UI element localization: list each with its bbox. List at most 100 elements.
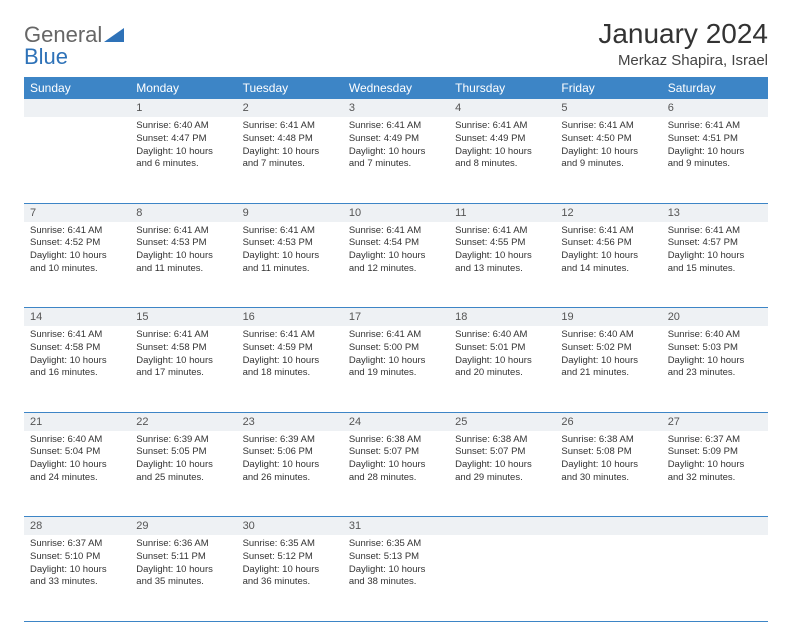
day-cell-body: Sunrise: 6:41 AMSunset: 4:56 PMDaylight:…: [555, 222, 661, 290]
day-cell-body: Sunrise: 6:41 AMSunset: 4:53 PMDaylight:…: [130, 222, 236, 290]
day-number: 18: [449, 308, 555, 327]
day-cell: Sunrise: 6:39 AMSunset: 5:05 PMDaylight:…: [130, 431, 236, 517]
day-number: 14: [24, 308, 130, 327]
day-header: Monday: [130, 77, 236, 99]
day-header: Tuesday: [237, 77, 343, 99]
day-number: 8: [130, 203, 236, 222]
day-cell: Sunrise: 6:38 AMSunset: 5:07 PMDaylight:…: [343, 431, 449, 517]
day-cell: Sunrise: 6:41 AMSunset: 4:50 PMDaylight:…: [555, 117, 661, 203]
day-number: [662, 517, 768, 536]
day-number: 7: [24, 203, 130, 222]
day-cell-body: Sunrise: 6:40 AMSunset: 5:02 PMDaylight:…: [555, 326, 661, 394]
day-number: 19: [555, 308, 661, 327]
calendar-table: Sunday Monday Tuesday Wednesday Thursday…: [24, 77, 768, 99]
day-number: [555, 517, 661, 536]
day-cell: Sunrise: 6:41 AMSunset: 4:48 PMDaylight:…: [237, 117, 343, 203]
day-cell: Sunrise: 6:41 AMSunset: 4:58 PMDaylight:…: [130, 326, 236, 412]
day-cell-body: Sunrise: 6:41 AMSunset: 4:58 PMDaylight:…: [24, 326, 130, 394]
header: General Blue January 2024 Merkaz Shapira…: [24, 18, 768, 69]
logo-word2: Blue: [24, 44, 68, 69]
week-row: Sunrise: 6:37 AMSunset: 5:10 PMDaylight:…: [24, 535, 768, 621]
day-cell-body: Sunrise: 6:41 AMSunset: 4:58 PMDaylight:…: [130, 326, 236, 394]
day-cell-body: Sunrise: 6:37 AMSunset: 5:10 PMDaylight:…: [24, 535, 130, 603]
day-number: 10: [343, 203, 449, 222]
day-cell-body: Sunrise: 6:40 AMSunset: 5:01 PMDaylight:…: [449, 326, 555, 394]
day-cell: Sunrise: 6:41 AMSunset: 4:56 PMDaylight:…: [555, 222, 661, 308]
day-number: 29: [130, 517, 236, 536]
day-cell: Sunrise: 6:41 AMSunset: 4:49 PMDaylight:…: [449, 117, 555, 203]
title-block: January 2024 Merkaz Shapira, Israel: [598, 18, 768, 69]
day-number: 3: [343, 99, 449, 117]
day-number: 24: [343, 412, 449, 431]
day-number: 30: [237, 517, 343, 536]
day-cell: Sunrise: 6:35 AMSunset: 5:13 PMDaylight:…: [343, 535, 449, 621]
day-cell-body: Sunrise: 6:41 AMSunset: 4:52 PMDaylight:…: [24, 222, 130, 290]
day-number: 2: [237, 99, 343, 117]
logo-shape: [104, 22, 124, 47]
day-cell: [662, 535, 768, 621]
day-cell: Sunrise: 6:41 AMSunset: 4:59 PMDaylight:…: [237, 326, 343, 412]
day-number: 4: [449, 99, 555, 117]
day-number: 21: [24, 412, 130, 431]
day-number: 22: [130, 412, 236, 431]
day-cell: Sunrise: 6:40 AMSunset: 4:47 PMDaylight:…: [130, 117, 236, 203]
day-cell: Sunrise: 6:41 AMSunset: 4:52 PMDaylight:…: [24, 222, 130, 308]
day-number: 23: [237, 412, 343, 431]
day-cell-body: Sunrise: 6:38 AMSunset: 5:07 PMDaylight:…: [449, 431, 555, 499]
day-number: 5: [555, 99, 661, 117]
day-number: 20: [662, 308, 768, 327]
day-number: 6: [662, 99, 768, 117]
daynum-row: 28293031: [24, 517, 768, 536]
day-header: Sunday: [24, 77, 130, 99]
day-cell-body: Sunrise: 6:41 AMSunset: 4:54 PMDaylight:…: [343, 222, 449, 290]
day-cell-body: Sunrise: 6:40 AMSunset: 5:03 PMDaylight:…: [662, 326, 768, 394]
location: Merkaz Shapira, Israel: [598, 52, 768, 69]
day-cell-body: Sunrise: 6:41 AMSunset: 4:51 PMDaylight:…: [662, 117, 768, 185]
day-cell: Sunrise: 6:41 AMSunset: 4:54 PMDaylight:…: [343, 222, 449, 308]
day-cell: Sunrise: 6:40 AMSunset: 5:04 PMDaylight:…: [24, 431, 130, 517]
day-cell: Sunrise: 6:40 AMSunset: 5:01 PMDaylight:…: [449, 326, 555, 412]
daynum-row: 123456: [24, 99, 768, 117]
day-cell-body: Sunrise: 6:41 AMSunset: 4:49 PMDaylight:…: [449, 117, 555, 185]
daynum-row: 14151617181920: [24, 308, 768, 327]
day-number: 13: [662, 203, 768, 222]
day-cell-body: Sunrise: 6:38 AMSunset: 5:07 PMDaylight:…: [343, 431, 449, 499]
day-number: 26: [555, 412, 661, 431]
weeks-table: 123456Sunrise: 6:40 AMSunset: 4:47 PMDay…: [24, 99, 768, 622]
day-cell-body: Sunrise: 6:35 AMSunset: 5:13 PMDaylight:…: [343, 535, 449, 603]
month-title: January 2024: [598, 18, 768, 50]
day-number: 11: [449, 203, 555, 222]
day-cell: Sunrise: 6:35 AMSunset: 5:12 PMDaylight:…: [237, 535, 343, 621]
day-cell: Sunrise: 6:40 AMSunset: 5:02 PMDaylight:…: [555, 326, 661, 412]
day-cell: Sunrise: 6:41 AMSunset: 4:55 PMDaylight:…: [449, 222, 555, 308]
day-cell: [24, 117, 130, 203]
day-cell-body: Sunrise: 6:41 AMSunset: 4:50 PMDaylight:…: [555, 117, 661, 185]
day-header: Thursday: [449, 77, 555, 99]
daynum-row: 21222324252627: [24, 412, 768, 431]
week-row: Sunrise: 6:40 AMSunset: 4:47 PMDaylight:…: [24, 117, 768, 203]
day-cell-body: Sunrise: 6:40 AMSunset: 5:04 PMDaylight:…: [24, 431, 130, 499]
day-number: 17: [343, 308, 449, 327]
week-row: Sunrise: 6:41 AMSunset: 4:58 PMDaylight:…: [24, 326, 768, 412]
day-number: [24, 99, 130, 117]
day-header: Wednesday: [343, 77, 449, 99]
day-cell: [555, 535, 661, 621]
day-number: 9: [237, 203, 343, 222]
day-header-row: Sunday Monday Tuesday Wednesday Thursday…: [24, 77, 768, 99]
day-cell-body: Sunrise: 6:36 AMSunset: 5:11 PMDaylight:…: [130, 535, 236, 603]
day-cell-body: Sunrise: 6:40 AMSunset: 4:47 PMDaylight:…: [130, 117, 236, 185]
day-cell: Sunrise: 6:41 AMSunset: 4:51 PMDaylight:…: [662, 117, 768, 203]
day-cell-body: Sunrise: 6:41 AMSunset: 4:49 PMDaylight:…: [343, 117, 449, 185]
week-row: Sunrise: 6:40 AMSunset: 5:04 PMDaylight:…: [24, 431, 768, 517]
day-number: 15: [130, 308, 236, 327]
day-number: 31: [343, 517, 449, 536]
day-cell-body: Sunrise: 6:41 AMSunset: 4:59 PMDaylight:…: [237, 326, 343, 394]
empty-cell: [24, 117, 130, 185]
day-number: 12: [555, 203, 661, 222]
logo-text: General Blue: [24, 24, 124, 68]
day-cell-body: Sunrise: 6:35 AMSunset: 5:12 PMDaylight:…: [237, 535, 343, 603]
day-cell: Sunrise: 6:40 AMSunset: 5:03 PMDaylight:…: [662, 326, 768, 412]
empty-cell: [449, 535, 555, 603]
day-cell: Sunrise: 6:41 AMSunset: 4:53 PMDaylight:…: [130, 222, 236, 308]
day-number: 25: [449, 412, 555, 431]
